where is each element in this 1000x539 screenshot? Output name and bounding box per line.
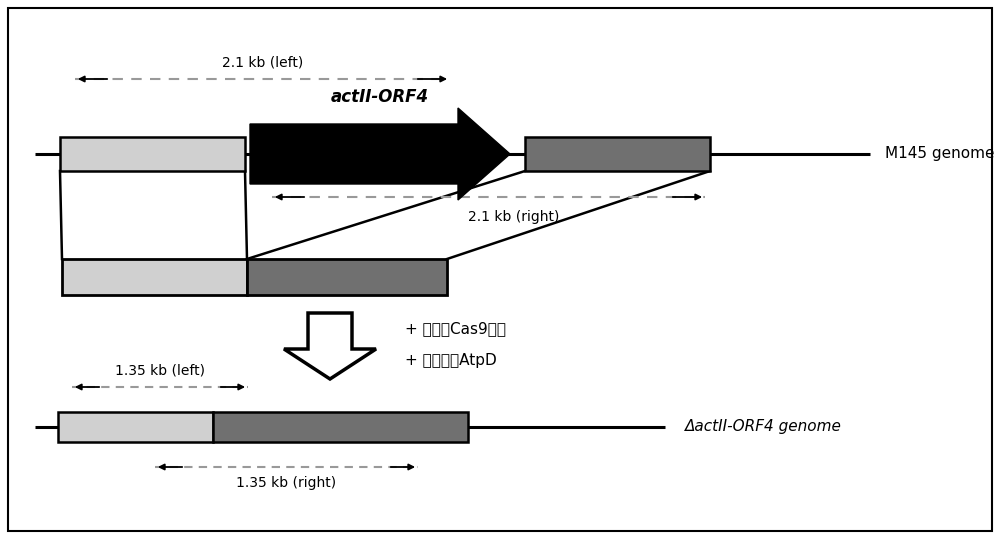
Text: M145 genome: M145 genome bbox=[885, 147, 994, 162]
Polygon shape bbox=[284, 313, 376, 379]
Bar bbox=[213, 412, 468, 442]
Text: + 可控的Cas9活性: + 可控的Cas9活性 bbox=[405, 321, 506, 336]
Text: ΔactII-ORF4 genome: ΔactII-ORF4 genome bbox=[685, 419, 842, 434]
Bar bbox=[62, 259, 247, 295]
Polygon shape bbox=[250, 108, 510, 200]
Text: 1.35 kb (right): 1.35 kb (right) bbox=[236, 476, 337, 490]
Text: 1.35 kb (left): 1.35 kb (left) bbox=[115, 364, 205, 378]
Bar bbox=[525, 137, 710, 171]
Bar bbox=[247, 259, 447, 295]
Bar bbox=[58, 412, 213, 442]
Text: + 过表达的AtpD: + 过表达的AtpD bbox=[405, 354, 497, 369]
Bar bbox=[60, 137, 245, 171]
Text: actII-ORF4: actII-ORF4 bbox=[331, 88, 429, 106]
Text: 2.1 kb (left): 2.1 kb (left) bbox=[222, 55, 303, 69]
Text: 2.1 kb (right): 2.1 kb (right) bbox=[468, 210, 559, 224]
